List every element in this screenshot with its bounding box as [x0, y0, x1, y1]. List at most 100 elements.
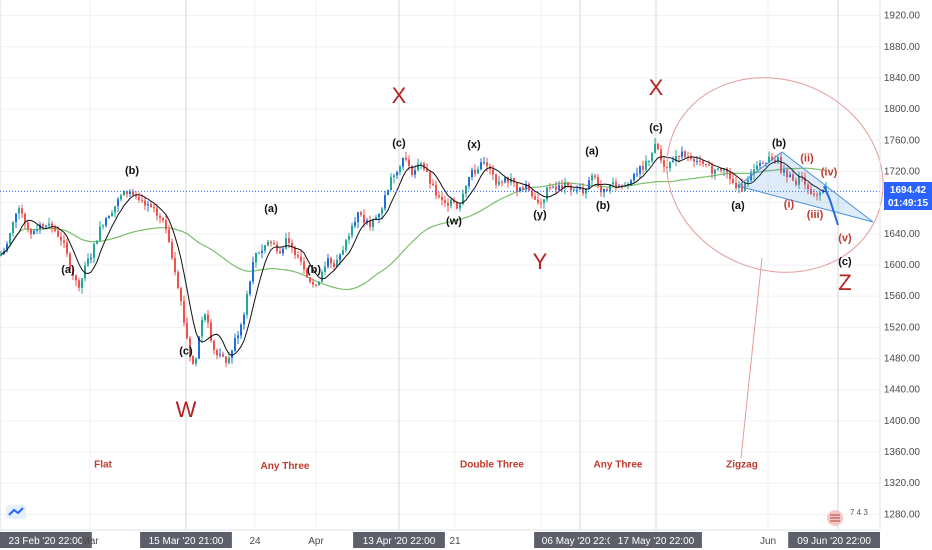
candle-body — [219, 354, 221, 356]
candle-body — [237, 335, 239, 339]
candle-body — [249, 281, 251, 295]
candle-body — [435, 184, 437, 196]
candle-body — [558, 185, 560, 190]
candle-body — [786, 170, 788, 178]
candle-body — [258, 252, 260, 254]
candle-body — [189, 338, 191, 356]
candle-body — [678, 155, 680, 157]
candle-body — [582, 187, 584, 194]
candle-body — [42, 224, 44, 227]
candle-body — [441, 196, 443, 201]
candle-body — [264, 245, 266, 251]
candle-body — [522, 187, 524, 190]
y-tick-label: 1600.00 — [884, 260, 921, 271]
wave-label: (c) — [392, 138, 406, 150]
candle-body — [819, 192, 821, 196]
triangle-drawing[interactable] — [736, 151, 874, 223]
x-tick-label: 06 May '20 22:00 — [542, 536, 619, 547]
candle-body — [168, 229, 170, 242]
pattern-label: Any Three — [261, 461, 310, 472]
pattern-label: Flat — [94, 460, 112, 471]
candle-body — [279, 251, 281, 254]
candle-body — [714, 169, 716, 174]
wave-label: (b) — [596, 200, 610, 212]
candle-body — [363, 214, 365, 224]
candle-body — [567, 182, 569, 186]
candle-body — [420, 163, 422, 165]
candle-body — [804, 177, 806, 185]
wave-label: (y) — [533, 209, 547, 221]
candle-body — [273, 243, 275, 245]
candle-body — [603, 188, 605, 193]
candle-body — [81, 278, 83, 288]
candle-body — [585, 189, 587, 194]
candle-body — [117, 199, 119, 207]
candle-body — [210, 322, 212, 341]
candle-body — [444, 200, 446, 204]
candle-body — [438, 195, 440, 197]
candle-body — [498, 181, 500, 185]
candle-body — [180, 288, 182, 302]
candle-body — [102, 225, 104, 227]
candle-body — [588, 180, 590, 190]
pattern-label: Any Three — [594, 460, 643, 471]
candle-body — [531, 190, 533, 197]
candle-body — [612, 182, 614, 185]
wave-label: (a) — [264, 203, 278, 215]
candle-body — [570, 185, 572, 191]
candle-body — [48, 223, 50, 226]
candle-body — [555, 186, 557, 190]
drawing-tools[interactable] — [0, 46, 913, 459]
candle-body — [312, 281, 314, 285]
candle-body — [330, 258, 332, 264]
candle-body — [360, 212, 362, 215]
subwave-label: (ii) — [800, 152, 814, 164]
candle-body — [393, 175, 395, 178]
candle-body — [402, 157, 404, 167]
candle-body — [450, 199, 452, 206]
subwave-label: (v) — [838, 233, 852, 245]
candle-body — [720, 168, 722, 171]
candle-body — [108, 216, 110, 219]
y-tick-label: 1760.00 — [884, 135, 921, 146]
candle-body — [597, 177, 599, 186]
candle-body — [78, 280, 80, 288]
candle-body — [654, 144, 656, 154]
candle-body — [384, 195, 386, 209]
candle-body — [267, 241, 269, 246]
price-axis[interactable]: 1280.00 1320.00 1360.00 1400.00 1440.00 1480.… — [879, 0, 921, 530]
candle-body — [723, 168, 725, 171]
candle-body — [579, 187, 581, 190]
y-tick-label: 1880.00 — [884, 42, 921, 53]
candle-body — [540, 202, 542, 204]
y-tick-label: 1280.00 — [884, 509, 921, 520]
zigzag-pointer-line[interactable] — [740, 257, 763, 459]
candle-body — [729, 172, 731, 179]
candle-body — [492, 169, 494, 175]
candle-body — [294, 247, 296, 256]
candle-body — [426, 169, 428, 173]
candle-body — [213, 340, 215, 350]
candle-body — [495, 174, 497, 185]
y-tick-label: 1440.00 — [884, 385, 921, 396]
candle-body — [144, 200, 146, 206]
wave-label: (c) — [179, 346, 193, 358]
candle-body — [276, 244, 278, 252]
candle-body — [759, 163, 761, 166]
candle-body — [111, 212, 113, 217]
candle-body — [663, 160, 665, 167]
ma-slow-line — [0, 167, 827, 291]
x-tick-label: 09 Jun '20 22:00 — [797, 536, 871, 547]
flag-icon[interactable] — [827, 510, 843, 526]
ellipse-drawing[interactable] — [637, 46, 912, 305]
candle-body — [405, 157, 407, 160]
candle-body — [825, 186, 827, 190]
tradingview-logo-icon[interactable] — [6, 505, 26, 519]
candle-body — [192, 355, 194, 364]
candle-body — [816, 194, 818, 196]
candle-body — [747, 180, 749, 183]
countdown-label: 01:49:15 — [888, 198, 928, 209]
projection-line[interactable] — [823, 185, 839, 226]
